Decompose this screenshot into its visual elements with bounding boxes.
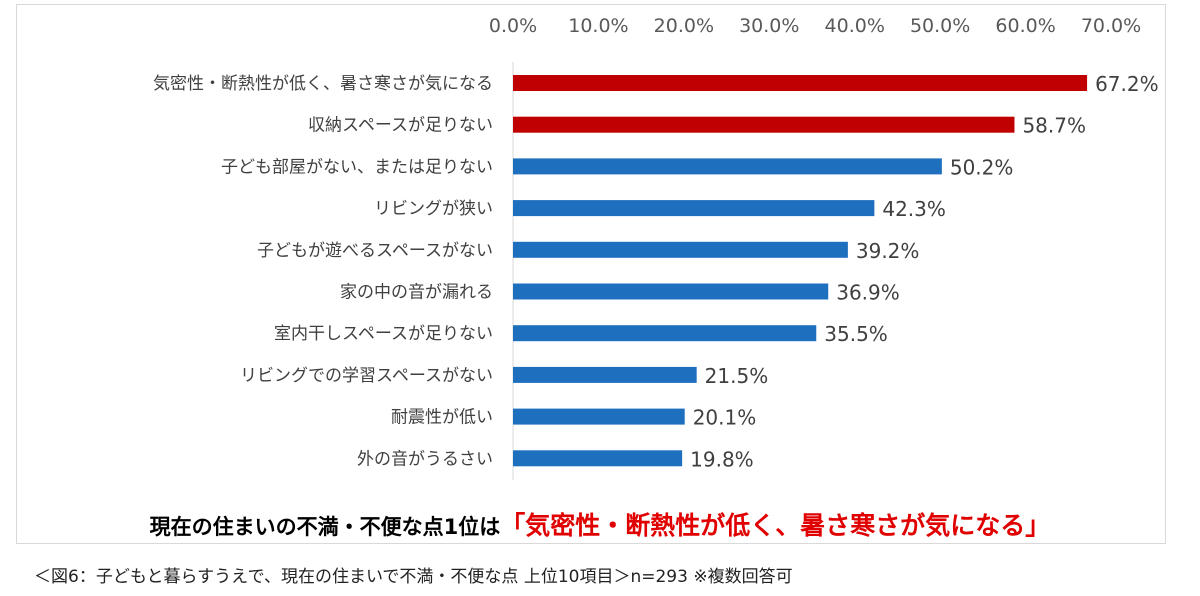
data-label: 20.1% [693, 406, 757, 430]
data-label: 67.2% [1095, 72, 1159, 96]
x-tick-label: 50.0% [910, 15, 970, 37]
category-label: リビングでの学習スペースがない [240, 366, 493, 386]
x-tick-label: 60.0% [995, 15, 1055, 37]
category-label: 耐震性が低い [391, 408, 493, 428]
data-label: 35.5% [824, 322, 888, 346]
data-label: 21.5% [705, 364, 769, 388]
headline: 現在の住まいの不満・不便な点1位は「気密性・断熱性が低く、暑さ寒さが気になる」 [0, 506, 1200, 542]
headline-highlight: 「気密性・断熱性が低く、暑さ寒さが気になる」 [500, 511, 1051, 540]
bar [513, 241, 848, 258]
category-label: 子ども部屋がない、または足りない [221, 157, 493, 177]
category-label: 室内干しスペースが足りない [274, 324, 493, 344]
bar [513, 325, 817, 342]
bar [513, 200, 875, 217]
x-tick-label: 40.0% [825, 15, 885, 37]
x-tick-label: 70.0% [1081, 15, 1141, 37]
data-label: 58.7% [1022, 114, 1086, 138]
bar [513, 158, 942, 175]
category-label: リビングが狭い [374, 199, 493, 219]
x-tick-label: 30.0% [739, 15, 799, 37]
data-label: 39.2% [856, 239, 920, 263]
headline-prefix: 現在の住まいの不満・不便な点1位は [149, 515, 501, 539]
bar [513, 408, 685, 425]
data-label: 36.9% [836, 281, 900, 305]
bar [513, 283, 829, 300]
bar [513, 450, 683, 467]
bar [513, 366, 697, 383]
data-label: 19.8% [690, 447, 754, 471]
bar [513, 75, 1088, 91]
x-tick-label: 0.0% [489, 15, 537, 37]
x-tick-label: 10.0% [568, 15, 628, 37]
category-label: 家の中の音が漏れる [340, 283, 493, 303]
x-tick-label: 20.0% [654, 15, 714, 37]
category-label: 収納スペースが足りない [308, 116, 493, 136]
data-label: 50.2% [950, 155, 1014, 179]
category-label: 外の音がうるさい [357, 449, 493, 469]
category-label: 子どもが遊べるスペースがない [257, 241, 493, 261]
figure-caption: ＜図6：子どもと暮らすうえで、現在の住まいで不満・不便な点 上位10項目＞n=2… [34, 567, 793, 587]
category-label: 気密性・断熱性が低く、暑さ寒さが気になる [153, 74, 493, 94]
data-label: 42.3% [882, 197, 946, 221]
bar [513, 116, 1015, 133]
